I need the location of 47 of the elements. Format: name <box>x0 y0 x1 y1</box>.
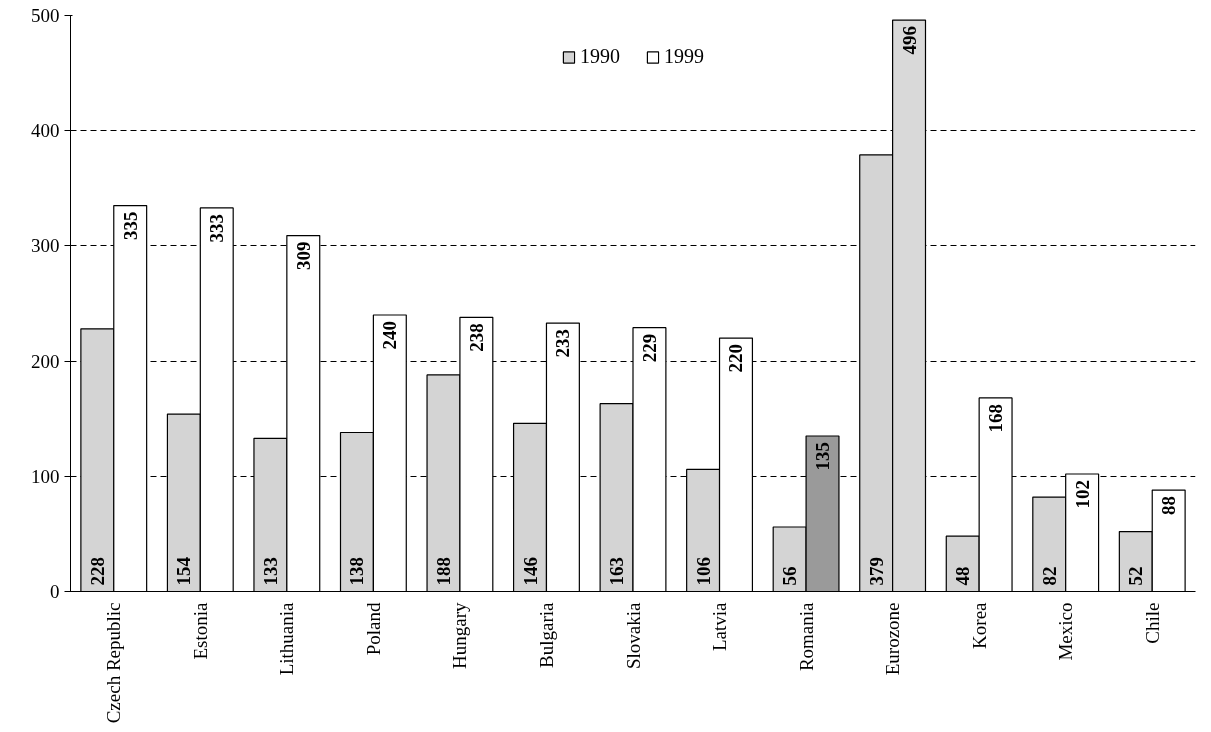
data-label: 56 <box>779 566 801 586</box>
y-tick-label: 0 <box>50 581 60 602</box>
x-tick-label: Estonia <box>189 601 211 660</box>
data-label: 88 <box>1158 496 1180 516</box>
data-label: 188 <box>432 557 454 586</box>
data-label: 233 <box>552 329 574 358</box>
x-tick-label: Lithuania <box>276 601 298 676</box>
y-tick-label: 100 <box>31 465 60 487</box>
data-label: 82 <box>1038 566 1060 586</box>
data-label: 240 <box>379 321 401 350</box>
x-tick-label: Poland <box>362 602 384 656</box>
x-tick-label: Hungary <box>449 602 471 669</box>
data-label: 333 <box>206 213 228 243</box>
data-label: 135 <box>812 441 834 471</box>
x-tick-label: Mexico <box>1055 602 1077 661</box>
data-label: 106 <box>692 557 714 586</box>
x-tick-label: Latvia <box>709 601 731 652</box>
data-label: 229 <box>638 333 660 363</box>
y-tick-label: 200 <box>31 350 60 372</box>
data-label: 220 <box>725 344 747 373</box>
x-tick-label: Chile <box>1141 602 1163 644</box>
data-label: 133 <box>259 557 281 586</box>
data-label: 228 <box>86 557 108 586</box>
data-label: 146 <box>519 557 541 586</box>
data-label: 154 <box>173 556 195 586</box>
x-tick-label: Czech Republic <box>103 602 125 724</box>
data-label: 309 <box>292 241 314 271</box>
data-label: 238 <box>465 323 487 352</box>
x-tick-label: Slovakia <box>622 601 644 669</box>
data-label: 496 <box>898 26 920 55</box>
legend-label: 1990 <box>580 45 620 68</box>
x-tick-label: Bulgaria <box>535 601 557 668</box>
y-tick-label: 300 <box>31 235 60 257</box>
data-label: 163 <box>606 557 628 586</box>
x-tick-label: Romania <box>795 601 817 672</box>
y-tick-label: 500 <box>31 5 60 26</box>
data-label: 379 <box>865 557 887 586</box>
x-tick-label: Eurozone <box>882 602 904 676</box>
data-label: 52 <box>1125 566 1147 586</box>
y-tick-label: 400 <box>31 120 60 142</box>
data-label: 138 <box>346 557 368 586</box>
legend-label: 1999 <box>664 45 704 68</box>
data-label: 168 <box>985 403 1007 433</box>
x-tick-label: Korea <box>968 601 990 649</box>
data-label: 48 <box>952 566 974 586</box>
data-label: 335 <box>119 211 141 241</box>
data-label: 102 <box>1071 480 1093 509</box>
